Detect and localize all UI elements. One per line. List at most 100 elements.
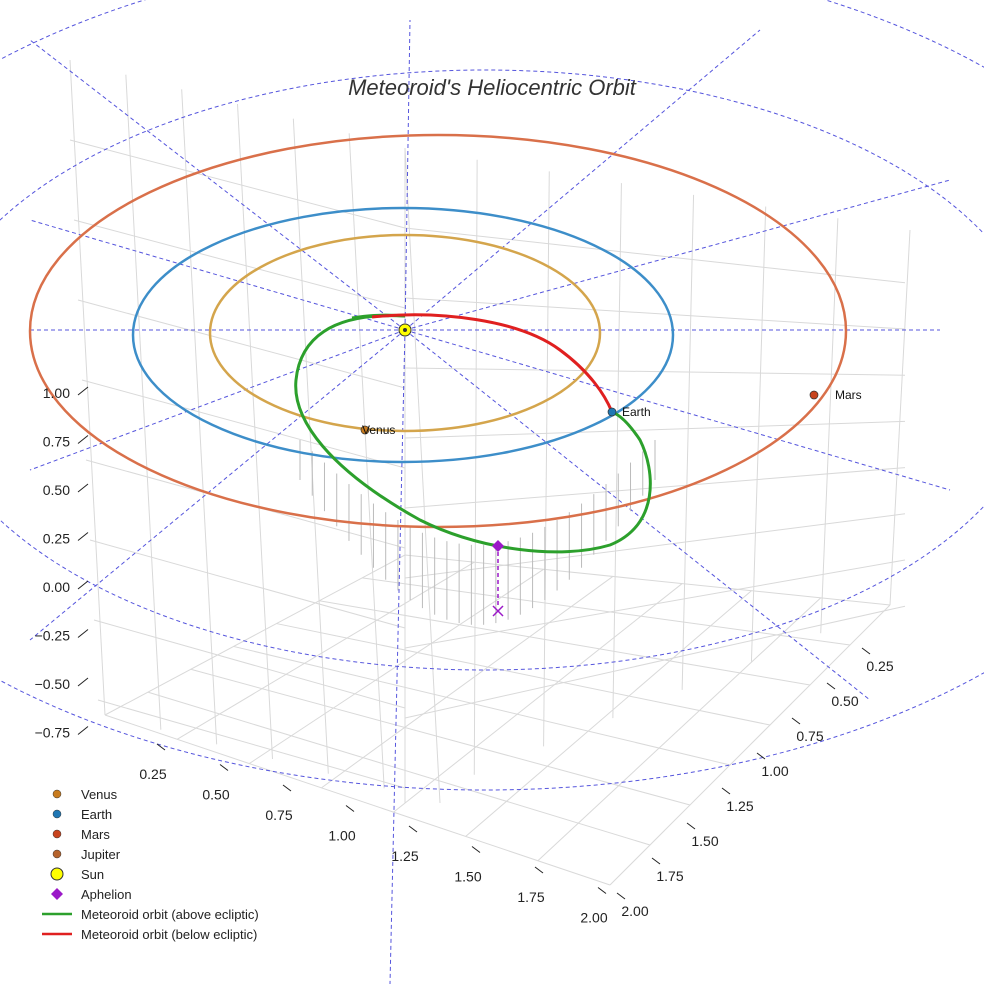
- x-tick-mark: [471, 846, 481, 853]
- grid-line: [465, 590, 752, 837]
- x-tick-mark: [282, 784, 292, 792]
- reference-line: [404, 179, 951, 331]
- y-tick-label: 0.50: [831, 693, 858, 709]
- z-tick-mark: [77, 629, 89, 638]
- legend-label: Venus: [81, 787, 118, 802]
- legend-item: Jupiter: [52, 847, 121, 862]
- sun-core: [403, 328, 407, 332]
- legend-label: Mars: [81, 827, 110, 842]
- planet-orbits: [28, 133, 848, 529]
- y-tick-mark: [686, 822, 696, 830]
- z-tick-mark: [77, 580, 89, 590]
- grid-line: [104, 714, 611, 886]
- grid-line: [319, 600, 811, 686]
- x-tick-mark: [408, 825, 418, 833]
- markers: Venus Earth Mars: [360, 323, 862, 617]
- legend-marker: [52, 789, 62, 799]
- grid-line: [237, 103, 273, 760]
- mars-orbit: [28, 133, 848, 529]
- venus-marker: [360, 425, 370, 435]
- legend-label: Aphelion: [81, 887, 132, 902]
- z-tick-label: 1.00: [43, 385, 70, 401]
- grid-line: [537, 597, 822, 862]
- x-tick-label: 1.25: [391, 848, 418, 864]
- grid-line: [233, 645, 731, 766]
- x-tick-label: 1.75: [517, 889, 544, 905]
- reference-ring: [0, 0, 984, 791]
- legend-marker: [52, 849, 62, 859]
- grid-line: [404, 559, 906, 649]
- reference-line: [29, 329, 406, 471]
- legend-label: Jupiter: [81, 847, 121, 862]
- legend-marker: [52, 829, 62, 839]
- grid-lines: [69, 59, 911, 886]
- y-tick-mark: [826, 682, 836, 690]
- meteoroid-orbit-above: [294, 314, 652, 554]
- grid-line: [404, 367, 906, 376]
- chart-title: Meteoroid's Heliocentric Orbit: [348, 75, 637, 100]
- legend-label: Sun: [81, 867, 104, 882]
- legend-label: Meteoroid orbit (above ecliptic): [81, 907, 259, 922]
- legend: Venus Earth Mars Jupiter Sun Aphelion Meteoroi…: [42, 787, 259, 942]
- x-tick-label: 0.50: [202, 787, 229, 803]
- y-tick-mark: [791, 717, 801, 725]
- grid-line: [292, 118, 329, 774]
- y-tick-mark: [616, 892, 626, 900]
- mars-marker: [809, 390, 819, 400]
- reference-ring: [0, 69, 984, 671]
- x-tick-mark: [534, 866, 544, 874]
- x-tick-label: 2.00: [580, 910, 607, 926]
- legend-item: Meteoroid orbit (below ecliptic): [42, 927, 257, 942]
- y-tick-label: 0.25: [866, 658, 893, 674]
- z-tick-mark: [77, 677, 89, 687]
- legend-marker: [50, 867, 64, 881]
- grid-line: [820, 218, 839, 634]
- legend-label: Earth: [81, 807, 112, 822]
- axis-ticks: 1.00 0.75 0.50 0.25 0.00 −0.25 −0.50 −0.75 0.25 0…: [35, 385, 894, 926]
- reference-line: [404, 329, 951, 491]
- grid-line: [190, 668, 691, 806]
- reference-line: [29, 219, 406, 331]
- grid-line: [404, 420, 906, 439]
- legend-item: Meteoroid orbit (above ecliptic): [42, 907, 259, 922]
- z-tick-mark: [77, 386, 89, 396]
- venus-orbit: [208, 233, 602, 433]
- grid-line: [681, 194, 695, 690]
- reference-line: [404, 329, 871, 701]
- y-tick-mark: [861, 647, 871, 655]
- y-tick-label: 0.75: [796, 728, 823, 744]
- z-tick-label: −0.25: [35, 628, 71, 644]
- grid-line: [321, 576, 614, 789]
- legend-item: Mars: [52, 827, 110, 842]
- grid-line: [404, 554, 891, 606]
- grid-line: [77, 299, 406, 389]
- grid-line: [404, 467, 906, 509]
- meteoroid-orbit-below: [371, 313, 614, 413]
- grid-line: [73, 219, 406, 309]
- y-tick-mark: [756, 752, 766, 760]
- drop-lines: [299, 440, 656, 625]
- legend-item: Aphelion: [51, 887, 132, 902]
- grid-line: [125, 74, 162, 730]
- aphelion-projection-marker: [492, 605, 504, 617]
- grid-line: [473, 159, 478, 775]
- grid-line: [97, 699, 406, 789]
- reference-line: [29, 39, 406, 331]
- legend-marker: [52, 809, 62, 819]
- grid-line: [889, 229, 911, 606]
- reference-line: [404, 19, 411, 331]
- y-tick-mark: [651, 857, 661, 865]
- x-tick-label: 1.00: [328, 828, 355, 844]
- grid-line: [404, 513, 906, 579]
- grid-line: [181, 89, 218, 745]
- grid-line: [69, 139, 406, 229]
- z-tick-mark: [77, 726, 89, 735]
- x-tick-mark: [219, 764, 229, 771]
- x-tick-mark: [345, 805, 355, 812]
- legend-marker: [51, 888, 63, 900]
- grid-line: [104, 554, 406, 716]
- grid-line: [609, 604, 891, 886]
- mars-label: Mars: [835, 388, 862, 402]
